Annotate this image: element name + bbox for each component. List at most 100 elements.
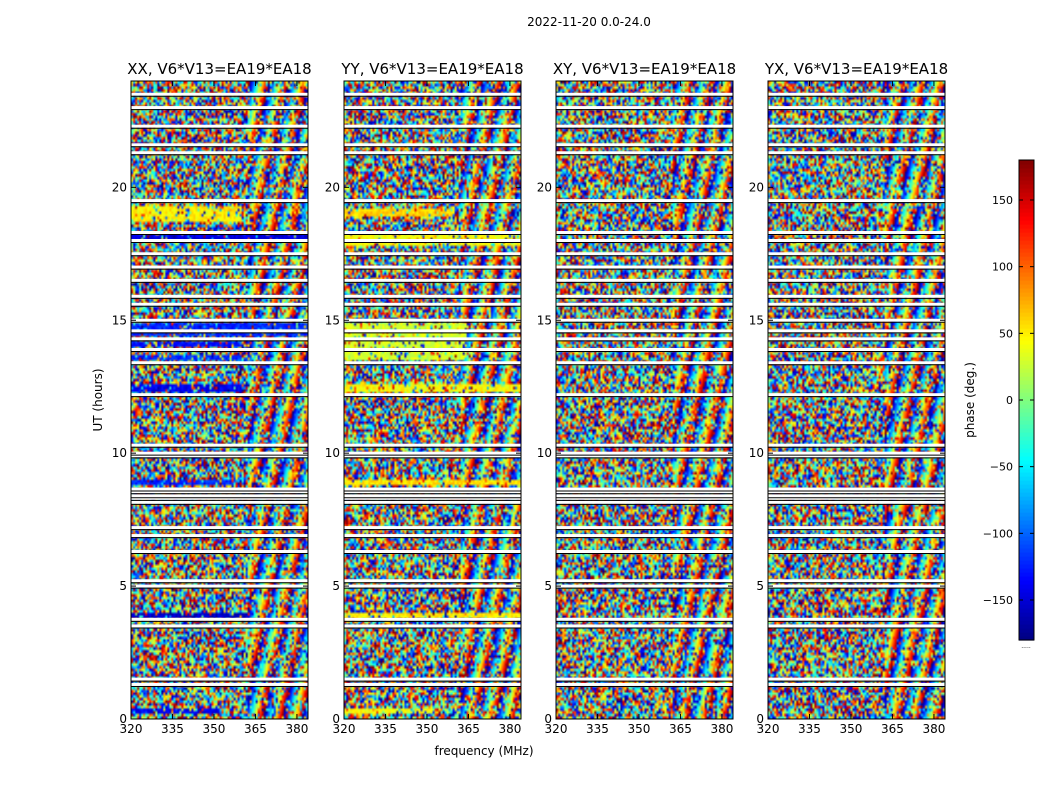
y-tick-label: 0 — [119, 712, 127, 726]
colorbar-segment — [1019, 300, 1034, 305]
colorbar-segment — [1019, 312, 1034, 317]
y-tick-label: 0 — [544, 712, 552, 726]
flagged-row — [768, 361, 945, 365]
colorbar-segment — [1019, 472, 1034, 477]
y-tick-label: 10 — [749, 446, 764, 460]
colorbar-segment — [1019, 612, 1034, 617]
flagged-row — [768, 265, 945, 269]
flagged-row — [556, 494, 733, 498]
x-tick-label: 335 — [798, 722, 821, 736]
flagged-row — [768, 252, 945, 256]
colorbar-segment — [1019, 356, 1034, 361]
flagged-row — [344, 231, 521, 235]
colorbar-segment — [1019, 624, 1034, 629]
flagged-row — [768, 278, 945, 282]
flagged-row — [556, 318, 733, 322]
flagged-row — [344, 294, 521, 298]
flagged-row — [344, 361, 521, 365]
x-tick-label: 350 — [416, 722, 439, 736]
colorbar-segment — [1019, 348, 1034, 353]
flagged-row — [131, 231, 308, 235]
colorbar-tick-label: −50 — [990, 461, 1013, 474]
colorbar-segment — [1019, 616, 1034, 621]
flagged-row — [344, 526, 521, 530]
flagged-row — [344, 329, 521, 333]
flagged-row — [556, 252, 733, 256]
colorbar-segment — [1019, 324, 1034, 329]
colorbar-segment — [1019, 564, 1034, 569]
flagged-row — [131, 550, 308, 554]
colorbar-segment — [1019, 452, 1034, 457]
x-tick-label: 320 — [545, 722, 568, 736]
colorbar-segment — [1019, 412, 1034, 417]
colorbar-segment — [1019, 308, 1034, 313]
flagged-row — [556, 487, 733, 491]
flagged-row — [344, 624, 521, 628]
flagged-row — [344, 677, 521, 681]
colorbar-tick-label: −150 — [983, 594, 1013, 607]
flagged-row — [556, 451, 733, 455]
colorbar-segment — [1019, 488, 1034, 493]
flagged-row — [131, 318, 308, 322]
flagged-row — [131, 454, 308, 458]
y-tick-label: 10 — [112, 446, 127, 460]
colorbar-segment — [1019, 220, 1034, 225]
colorbar-segment — [1019, 428, 1034, 433]
colorbar-segment — [1019, 520, 1034, 525]
flagged-row — [131, 677, 308, 681]
flagged-row — [131, 443, 308, 447]
flagged-row — [131, 534, 308, 538]
colorbar-segment — [1019, 600, 1034, 605]
y-tick-label: 15 — [325, 313, 340, 327]
colorbar-segment — [1019, 572, 1034, 577]
y-tick-label: 5 — [332, 579, 340, 593]
colorbar-segment — [1019, 264, 1034, 269]
colorbar-segment — [1019, 576, 1034, 581]
colorbar-segment — [1019, 568, 1034, 573]
colorbar-segment — [1019, 460, 1034, 465]
colorbar-segment — [1019, 316, 1034, 321]
flagged-row — [131, 526, 308, 530]
colorbar-tick-label: 150 — [992, 194, 1013, 207]
flagged-row — [131, 451, 308, 455]
flagged-row — [131, 151, 308, 155]
flagged-row — [556, 454, 733, 458]
colorbar-segment — [1019, 344, 1034, 349]
colorbar-segment — [1019, 172, 1034, 177]
y-tick-label: 5 — [756, 579, 764, 593]
flagged-row — [556, 500, 733, 504]
y-tick-label: 0 — [332, 712, 340, 726]
colorbar-segment — [1019, 580, 1034, 585]
flagged-row — [556, 617, 733, 621]
flagged-row — [344, 302, 521, 306]
colorbar-segment — [1019, 556, 1034, 561]
flagged-row — [556, 526, 733, 530]
x-tick-label: 365 — [669, 722, 692, 736]
x-tick-label: 350 — [840, 722, 863, 736]
y-tick-label: 20 — [537, 180, 552, 194]
x-tick-label: 380 — [498, 722, 521, 736]
flagged-row — [344, 124, 521, 128]
colorbar-segment — [1019, 396, 1034, 401]
colorbar-segment — [1019, 464, 1034, 469]
flagged-row — [768, 682, 945, 686]
panel-frame — [767, 80, 946, 720]
flagged-row — [131, 329, 308, 333]
flagged-row — [131, 494, 308, 498]
flagged-row — [768, 337, 945, 341]
flagged-row — [131, 278, 308, 282]
flagged-row — [344, 496, 521, 500]
flagged-row — [131, 393, 308, 397]
flagged-row — [131, 92, 308, 96]
flagged-row — [556, 584, 733, 588]
colorbar-segment — [1019, 620, 1034, 625]
flagged-row — [344, 393, 521, 397]
flagged-row — [344, 106, 521, 110]
flagged-row — [131, 337, 308, 341]
panel-frame — [343, 80, 522, 720]
colorbar-segment — [1019, 184, 1034, 189]
flagged-row — [768, 451, 945, 455]
colorbar-segment — [1019, 248, 1034, 253]
colorbar-segment — [1019, 180, 1034, 185]
flagged-row — [556, 199, 733, 203]
